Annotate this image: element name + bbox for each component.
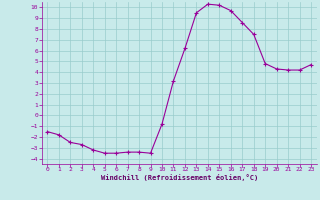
X-axis label: Windchill (Refroidissement éolien,°C): Windchill (Refroidissement éolien,°C) — [100, 174, 258, 181]
